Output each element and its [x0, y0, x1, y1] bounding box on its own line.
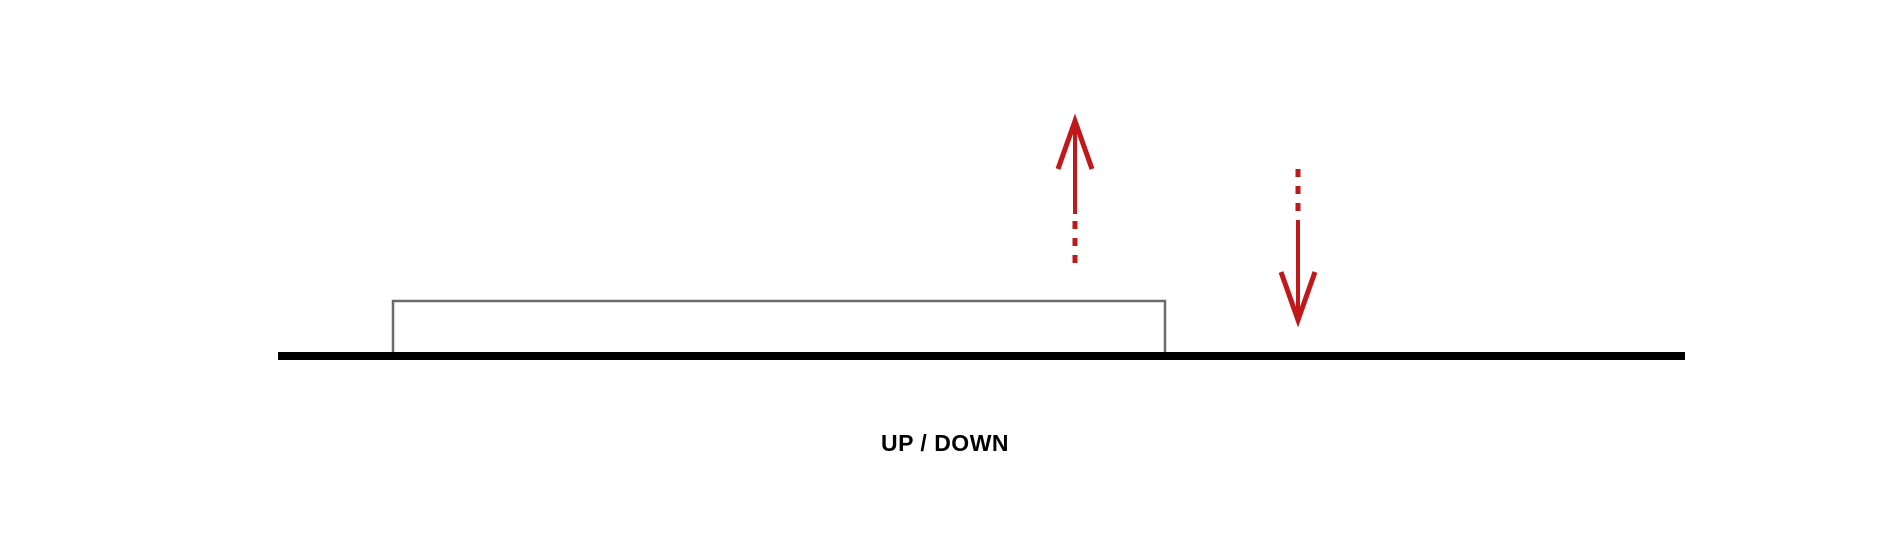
- down-arrow-head: [1278, 271, 1318, 328]
- down-arrow-icon: [1278, 169, 1318, 328]
- up-arrow-icon: [1055, 113, 1095, 263]
- platform-outline: [391, 299, 1167, 352]
- diagram-caption: UP / DOWN: [880, 430, 1010, 456]
- up-arrow-head: [1055, 113, 1095, 170]
